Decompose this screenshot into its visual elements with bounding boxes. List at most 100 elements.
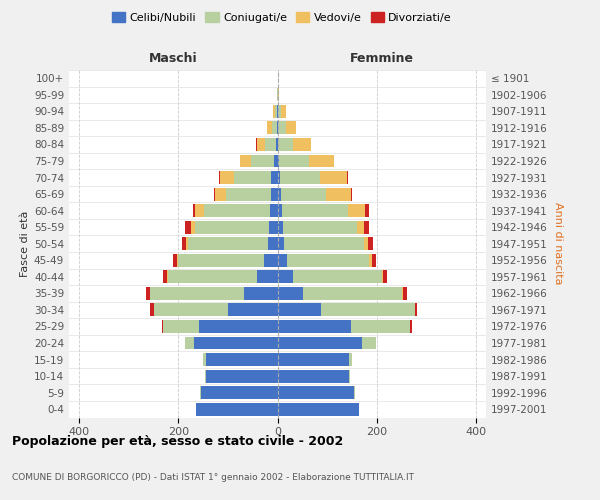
Bar [277, 238, 284, 250]
Bar [272, 105, 275, 118]
Y-axis label: Fasce di età: Fasce di età [20, 210, 30, 277]
Bar [364, 220, 370, 234]
Bar [195, 220, 269, 234]
Bar [401, 287, 403, 300]
Bar [194, 336, 277, 349]
Bar [215, 188, 226, 200]
Bar [271, 171, 277, 184]
Bar [277, 138, 278, 151]
Bar [403, 287, 407, 300]
Bar [214, 188, 215, 200]
Y-axis label: Anni di nascita: Anni di nascita [553, 202, 563, 285]
Bar [348, 204, 365, 217]
Bar [277, 188, 281, 200]
Bar [287, 254, 370, 267]
Bar [277, 220, 283, 234]
Bar [266, 122, 272, 134]
Bar [199, 320, 277, 333]
Bar [226, 188, 271, 200]
Bar [277, 154, 279, 168]
Bar [188, 238, 268, 250]
Bar [244, 287, 277, 300]
Bar [277, 304, 321, 316]
Bar [320, 171, 347, 184]
Bar [269, 204, 277, 217]
Bar [234, 171, 271, 184]
Bar [182, 238, 185, 250]
Bar [257, 138, 265, 151]
Bar [277, 403, 359, 415]
Text: Femmine: Femmine [350, 52, 414, 65]
Bar [177, 254, 178, 267]
Bar [309, 154, 334, 168]
Bar [281, 105, 286, 118]
Bar [206, 353, 277, 366]
Bar [279, 154, 309, 168]
Bar [265, 138, 275, 151]
Bar [204, 204, 269, 217]
Bar [272, 122, 277, 134]
Bar [195, 204, 204, 217]
Bar [278, 122, 286, 134]
Bar [284, 238, 364, 250]
Bar [326, 188, 351, 200]
Bar [277, 270, 293, 283]
Bar [277, 336, 362, 349]
Bar [278, 105, 281, 118]
Bar [163, 320, 199, 333]
Bar [277, 204, 283, 217]
Bar [321, 304, 415, 316]
Bar [281, 188, 326, 200]
Bar [185, 336, 194, 349]
Bar [351, 188, 352, 200]
Bar [293, 138, 311, 151]
Bar [268, 238, 277, 250]
Bar [220, 171, 234, 184]
Bar [168, 270, 257, 283]
Bar [383, 270, 387, 283]
Bar [278, 138, 293, 151]
Bar [277, 353, 349, 366]
Bar [286, 122, 296, 134]
Bar [269, 220, 277, 234]
Bar [271, 188, 277, 200]
Bar [228, 304, 277, 316]
Bar [368, 238, 373, 250]
Legend: Celibi/Nubili, Coniugati/e, Vedovi/e, Divorziati/e: Celibi/Nubili, Coniugati/e, Vedovi/e, Di… [107, 8, 457, 28]
Bar [357, 220, 364, 234]
Bar [304, 287, 401, 300]
Bar [200, 386, 277, 399]
Bar [349, 353, 352, 366]
Bar [203, 353, 206, 366]
Bar [185, 220, 191, 234]
Bar [275, 105, 277, 118]
Text: COMUNE DI BORGORICCO (PD) - Dati ISTAT 1° gennaio 2002 - Elaborazione TUTTITALIA: COMUNE DI BORGORICCO (PD) - Dati ISTAT 1… [12, 472, 414, 482]
Bar [283, 204, 348, 217]
Bar [173, 254, 177, 267]
Bar [257, 270, 277, 283]
Bar [277, 287, 304, 300]
Bar [185, 238, 188, 250]
Bar [277, 386, 355, 399]
Bar [154, 304, 228, 316]
Bar [415, 304, 418, 316]
Bar [263, 254, 277, 267]
Bar [293, 270, 382, 283]
Bar [151, 287, 244, 300]
Bar [347, 171, 348, 184]
Bar [410, 320, 412, 333]
Bar [349, 370, 350, 382]
Bar [196, 403, 277, 415]
Bar [364, 238, 368, 250]
Bar [277, 254, 287, 267]
Bar [280, 171, 320, 184]
Bar [277, 320, 351, 333]
Bar [150, 304, 154, 316]
Bar [351, 320, 410, 333]
Text: Maschi: Maschi [149, 52, 197, 65]
Bar [163, 270, 167, 283]
Bar [167, 270, 168, 283]
Bar [240, 154, 251, 168]
Bar [372, 254, 376, 267]
Bar [382, 270, 383, 283]
